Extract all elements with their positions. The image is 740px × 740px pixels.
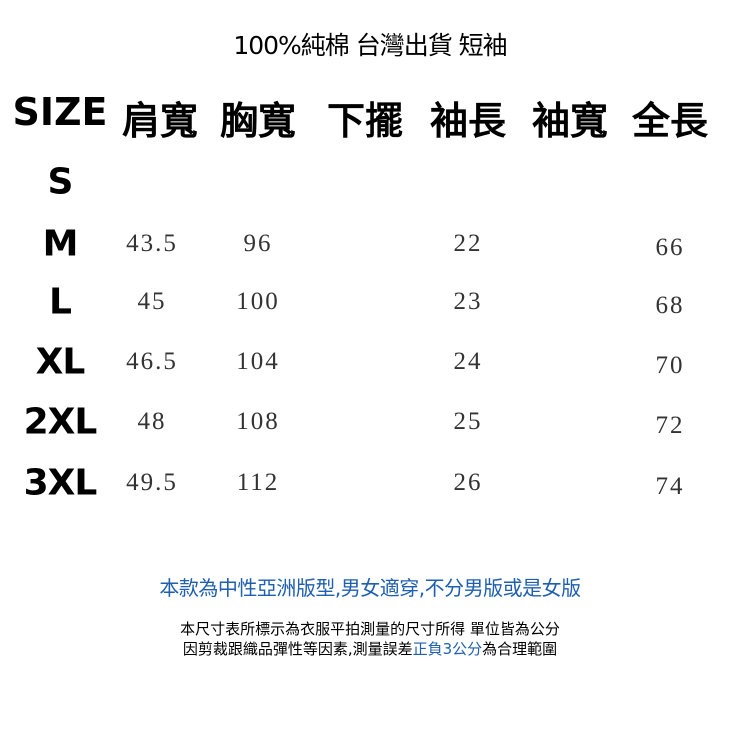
table-cell: 68 — [655, 292, 685, 319]
column-header: SIZE — [12, 90, 108, 134]
size-label: M — [42, 223, 79, 265]
size-label: 3XL — [23, 462, 98, 504]
table-cell: 49.5 — [126, 469, 178, 496]
size-label: L — [49, 281, 72, 323]
table-cell: 70 — [655, 352, 685, 379]
column-header: 袖長 — [429, 99, 507, 143]
product-title: 100%純棉 台灣出貨 短袖 — [233, 31, 507, 60]
measurement-note: 本尺寸表所標示為衣服平拍測量的尺寸所得 單位皆為公分 — [180, 620, 560, 638]
table-cell: 23 — [453, 288, 483, 315]
size-label: XL — [35, 341, 86, 383]
column-header: 袖寬 — [531, 99, 609, 143]
table-cell: 26 — [453, 469, 483, 496]
table-cell: 96 — [243, 230, 273, 257]
table-cell: 48 — [137, 408, 167, 435]
table-cell: 108 — [236, 408, 280, 435]
tolerance-note-a: 因剪裁跟織品彈性等因素,測量誤差 — [182, 640, 413, 658]
tolerance-note: 因剪裁跟織品彈性等因素,測量誤差正負3公分為合理範圍 — [0, 638, 740, 659]
table-cell: 24 — [453, 348, 483, 375]
tolerance-highlight: 正負3公分 — [412, 640, 483, 658]
table-cell: 25 — [453, 408, 483, 435]
table-cell: 104 — [236, 348, 280, 375]
table-cell: 66 — [655, 234, 685, 261]
table-cell: 74 — [655, 473, 685, 500]
size-label: 2XL — [23, 401, 98, 443]
column-header: 下擺 — [326, 99, 404, 143]
column-header: 胸寬 — [219, 99, 297, 143]
column-header: 肩寬 — [121, 99, 199, 143]
table-cell: 22 — [453, 230, 483, 257]
table-cell: 72 — [655, 412, 685, 439]
fit-note: 本款為中性亞洲版型,男女適穿,不分男版或是女版 — [159, 576, 581, 600]
column-header: 全長 — [631, 99, 709, 143]
table-cell: 112 — [236, 469, 280, 496]
table-cell: 45 — [137, 288, 167, 315]
table-cell: 43.5 — [126, 230, 178, 257]
tolerance-note-b: 為合理範圍 — [482, 640, 558, 658]
table-cell: 100 — [236, 288, 280, 315]
size-label: S — [47, 161, 74, 203]
table-cell: 46.5 — [126, 348, 178, 375]
